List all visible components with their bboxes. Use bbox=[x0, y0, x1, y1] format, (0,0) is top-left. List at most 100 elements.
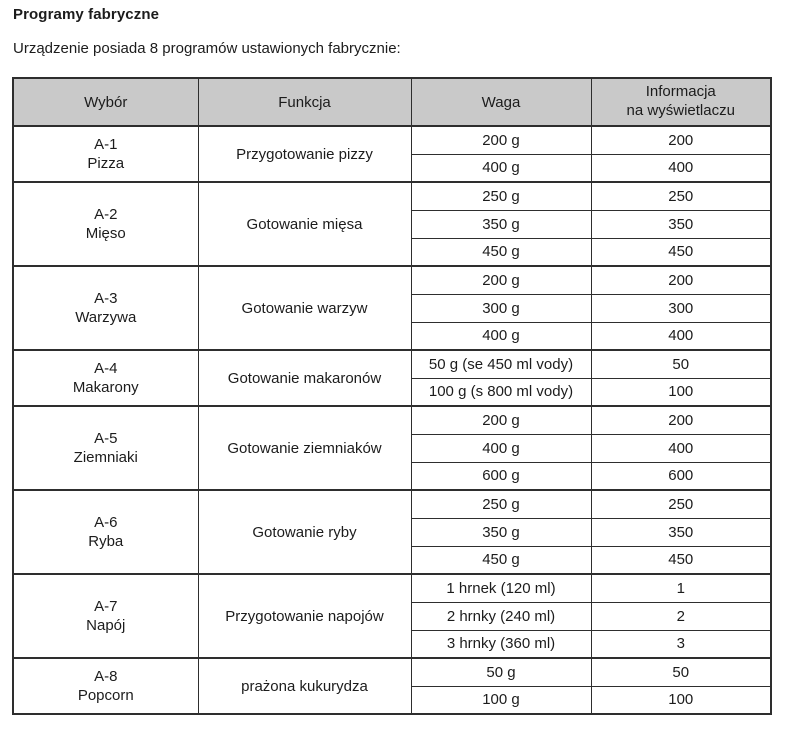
table-row: A-5 Ziemniaki Gotowanie ziemniaków 200 g 200 bbox=[12, 405, 772, 491]
program-function-cell: Gotowanie warzyw bbox=[197, 265, 412, 351]
table-row: 400 g 400 bbox=[13, 321, 772, 351]
display-info-cell: 100 bbox=[590, 377, 772, 407]
weight-cell: 450 g bbox=[410, 545, 592, 575]
program-select-cell: A-3 Warzywa bbox=[12, 265, 199, 351]
weight-cell: 450 g bbox=[410, 237, 592, 267]
program-code: A-2 bbox=[94, 205, 118, 223]
program-function-cell: Gotowanie ziemniaków bbox=[197, 405, 412, 491]
table-row: A-8 Popcorn prażona kukurydza 50 g 50 bbox=[12, 657, 772, 715]
weight-cell: 350 g bbox=[410, 209, 592, 239]
program-code: A-7 bbox=[94, 597, 118, 615]
programs-table-header: Wybór Funkcja Waga Informacja na wyświet… bbox=[12, 77, 772, 127]
display-info-cell: 400 bbox=[590, 153, 772, 183]
program-function-cell: Gotowanie makaronów bbox=[197, 349, 412, 407]
weight-cell: 3 hrnky (360 ml) bbox=[410, 629, 592, 659]
weight-cell: 300 g bbox=[410, 293, 592, 323]
program-select-cell: A-5 Ziemniaki bbox=[12, 405, 199, 491]
weight-cell: 200 g bbox=[410, 125, 592, 155]
program-select-cell: A-7 Napój bbox=[12, 573, 199, 659]
table-row: 300 g 300 bbox=[13, 293, 772, 323]
column-header-funkcja: Funkcja bbox=[197, 77, 412, 127]
weight-cell: 400 g bbox=[410, 433, 592, 463]
program-function-cell: prażona kukurydza bbox=[197, 657, 412, 715]
program-select-cell: A-1 Pizza bbox=[12, 125, 199, 183]
weight-cell: 50 g (se 450 ml vody) bbox=[410, 349, 592, 379]
weight-cell: 100 g (s 800 ml vody) bbox=[410, 377, 592, 407]
display-info-cell: 400 bbox=[590, 433, 772, 463]
weight-cell: 50 g bbox=[410, 657, 592, 687]
display-info-cell: 2 bbox=[590, 601, 772, 631]
program-name: Mięso bbox=[85, 225, 126, 242]
program-select-cell: A-4 Makarony bbox=[12, 349, 199, 407]
table-row: A-3 Warzywa Gotowanie warzyw 200 g 200 bbox=[12, 265, 772, 351]
display-info-cell: 400 bbox=[590, 321, 772, 351]
program-code: A-8 bbox=[94, 667, 118, 685]
page-subtitle: Urządzenie posiada 8 programów ustawiony… bbox=[13, 40, 401, 57]
program-function-cell: Gotowanie mięsa bbox=[197, 181, 412, 267]
weight-cell: 200 g bbox=[410, 405, 592, 435]
program-select-cell: A-6 Ryba bbox=[12, 489, 199, 575]
program-select-cell: A-8 Popcorn bbox=[12, 657, 199, 715]
display-info-cell: 450 bbox=[590, 545, 772, 575]
table-row: A-6 Ryba Gotowanie ryby 250 g 250 bbox=[12, 489, 772, 575]
display-info-cell: 50 bbox=[590, 349, 772, 379]
weight-cell: 400 g bbox=[410, 321, 592, 351]
program-name: Ziemniaki bbox=[73, 449, 138, 466]
program-name: Warzywa bbox=[75, 309, 137, 326]
table-row: A-7 Napój Przygotowanie napojów 1 hrnek (12… bbox=[12, 573, 772, 659]
program-code: A-3 bbox=[94, 289, 118, 307]
column-header-waga: Waga bbox=[410, 77, 592, 127]
display-info-cell: 1 bbox=[590, 573, 772, 603]
table-row: 400 g 400 bbox=[13, 153, 772, 183]
weight-cell: 350 g bbox=[410, 517, 592, 547]
display-info-cell: 100 bbox=[590, 685, 772, 715]
display-info-cell: 600 bbox=[590, 461, 772, 491]
programs-table-body: A-1 Pizza Przygotowanie pizzy 200 g 200 400 g… bbox=[12, 125, 772, 715]
program-name: Napój bbox=[86, 617, 126, 634]
display-info-cell: 200 bbox=[590, 405, 772, 435]
header-row: Wybór Funkcja Waga Informacja na wyświet… bbox=[12, 77, 772, 127]
display-info-cell: 250 bbox=[590, 181, 772, 211]
programs-table: Wybór Funkcja Waga Informacja na wyświet… bbox=[12, 77, 772, 715]
table-row: 350 g 350 bbox=[13, 209, 772, 239]
table-row: 100 g (s 800 ml vody) 100 bbox=[13, 377, 772, 407]
table-row: A-1 Pizza Przygotowanie pizzy 200 g 200 bbox=[12, 125, 772, 183]
table-row: 600 g 600 bbox=[13, 461, 772, 491]
weight-cell: 250 g bbox=[410, 181, 592, 211]
program-function-cell: Przygotowanie napojów bbox=[197, 573, 412, 659]
weight-cell: 600 g bbox=[410, 461, 592, 491]
program-name: Ryba bbox=[88, 533, 124, 550]
display-info-cell: 300 bbox=[590, 293, 772, 323]
display-info-cell: 3 bbox=[590, 629, 772, 659]
table-row: 100 g 100 bbox=[13, 685, 772, 715]
column-header-informacja: Informacja na wyświetlaczu bbox=[590, 77, 772, 127]
weight-cell: 100 g bbox=[410, 685, 592, 715]
program-select-cell: A-2 Mięso bbox=[12, 181, 199, 267]
program-code: A-6 bbox=[94, 513, 118, 531]
program-function-cell: Przygotowanie pizzy bbox=[197, 125, 412, 183]
weight-cell: 250 g bbox=[410, 489, 592, 519]
page-title: Programy fabryczne bbox=[13, 6, 160, 23]
table-row: 400 g 400 bbox=[13, 433, 772, 463]
weight-cell: 200 g bbox=[410, 265, 592, 295]
weight-cell: 1 hrnek (120 ml) bbox=[410, 573, 592, 603]
program-code: A-1 bbox=[94, 135, 118, 153]
display-info-cell: 350 bbox=[590, 209, 772, 239]
table-row: A-2 Mięso Gotowanie mięsa 250 g 250 bbox=[12, 181, 772, 267]
program-code: A-4 bbox=[94, 359, 118, 377]
display-info-cell: 50 bbox=[590, 657, 772, 687]
program-code: A-5 bbox=[94, 429, 118, 447]
table-row: 350 g 350 bbox=[13, 517, 772, 547]
table-row: A-4 Makarony Gotowanie makaronów 50 g (se 4… bbox=[12, 349, 772, 407]
column-header-wybor: Wybór bbox=[12, 77, 199, 127]
display-info-cell: 450 bbox=[590, 237, 772, 267]
display-info-cell: 350 bbox=[590, 517, 772, 547]
display-info-cell: 200 bbox=[590, 125, 772, 155]
program-function-cell: Gotowanie ryby bbox=[197, 489, 412, 575]
program-name: Makarony bbox=[72, 379, 139, 396]
table-row: 450 g 450 bbox=[13, 237, 772, 267]
weight-cell: 2 hrnky (240 ml) bbox=[410, 601, 592, 631]
display-info-cell: 250 bbox=[590, 489, 772, 519]
weight-cell: 400 g bbox=[410, 153, 592, 183]
